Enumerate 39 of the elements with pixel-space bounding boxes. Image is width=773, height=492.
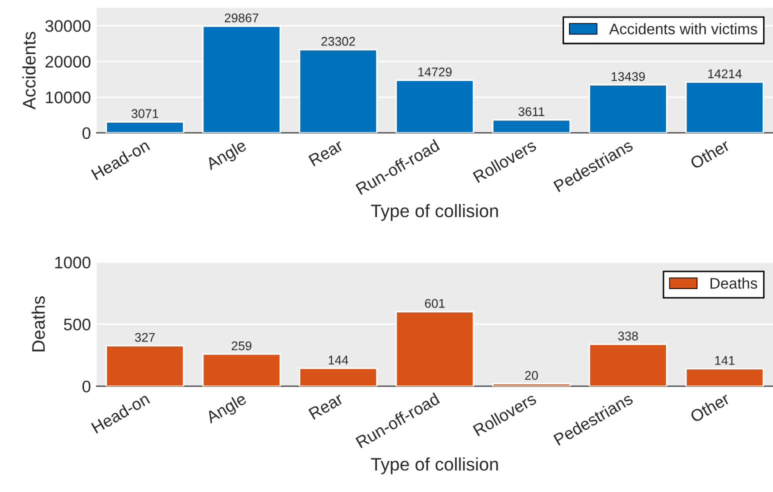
y-tick-label: 1000 (55, 256, 90, 268)
x-tick-label: Other (689, 138, 731, 170)
data-label: 3611 (518, 107, 544, 116)
y-tick-label: 0 (82, 127, 90, 140)
y-tick-label: 500 (64, 318, 90, 330)
bar (202, 353, 281, 386)
data-label: 14729 (418, 68, 452, 76)
data-label: 601 (425, 298, 445, 308)
x-tick-label: Rear (308, 392, 344, 420)
legend-label: Accidents with victims (609, 23, 758, 34)
data-label: 144 (328, 356, 348, 364)
y-tick-label: 20000 (46, 56, 90, 68)
y-tick-label: 10000 (46, 92, 90, 104)
data-label: 13439 (612, 72, 645, 81)
data-label: 14214 (708, 69, 742, 78)
data-label: 259 (232, 341, 252, 350)
x-tick-label: Angle (204, 138, 249, 174)
x-tick-label: Angle (204, 392, 249, 427)
bar (492, 383, 571, 386)
data-label: 20 (525, 371, 538, 380)
data-label: 327 (134, 332, 155, 342)
data-label: 23302 (321, 36, 355, 46)
y-axis-title: Deaths (32, 296, 45, 352)
data-label: 3071 (132, 109, 158, 118)
bar (685, 368, 764, 386)
data-label: 338 (618, 332, 638, 340)
data-label: 29867 (224, 13, 258, 22)
bar (106, 344, 184, 386)
legend-label: Deaths (710, 278, 758, 289)
data-label: 141 (715, 356, 735, 365)
x-tick-label: Other (689, 392, 731, 423)
bar (588, 344, 668, 386)
x-axis-title: Type of collision (370, 457, 498, 474)
x-axis-title: Type of collision (370, 204, 498, 221)
x-tick-label: Rear (308, 139, 344, 166)
y-axis-title: Accidents (22, 32, 36, 110)
bar (298, 368, 378, 386)
y-tick-label: 30000 (45, 20, 90, 32)
y-tick-label: 0 (82, 380, 90, 392)
